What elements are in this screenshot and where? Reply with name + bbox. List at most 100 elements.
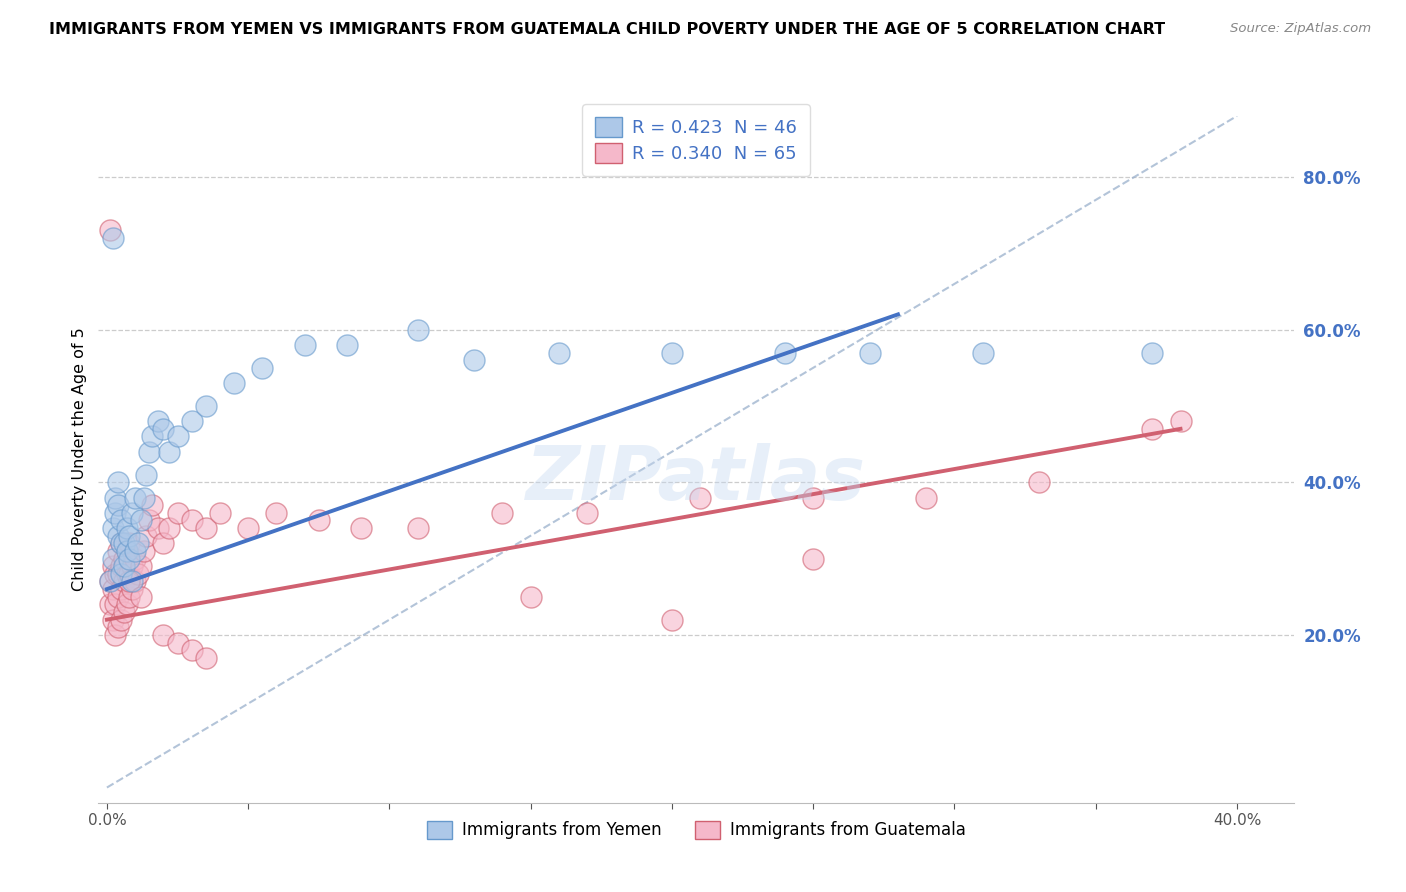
Point [491,506,513,520]
Point [98,574,121,589]
Point [463,353,485,368]
Point [118,566,141,581]
Point [101,521,124,535]
Point [124,544,146,558]
Point [194,521,217,535]
Point [110,582,132,596]
Point [129,559,152,574]
Point [406,323,429,337]
Point [118,551,141,566]
Point [166,429,188,443]
Point [129,513,152,527]
Point [115,544,138,558]
Point [104,506,127,520]
Point [121,582,143,596]
Point [107,529,129,543]
Point [519,590,541,604]
Point [115,521,138,535]
Point [110,536,132,550]
Point [104,628,127,642]
Point [98,574,121,589]
Point [915,491,938,505]
Point [129,590,152,604]
Point [166,506,188,520]
Y-axis label: Child Poverty Under the Age of 5: Child Poverty Under the Age of 5 [72,327,87,591]
Point [107,620,129,634]
Point [801,491,824,505]
Point [138,444,160,458]
Point [110,513,132,527]
Point [118,536,141,550]
Point [112,559,135,574]
Point [121,574,143,589]
Point [157,521,180,535]
Point [112,536,135,550]
Point [166,635,188,649]
Point [336,338,359,352]
Point [152,628,174,642]
Point [118,529,141,543]
Point [135,467,157,482]
Point [121,506,143,520]
Point [121,559,143,574]
Point [1028,475,1050,490]
Point [266,506,288,520]
Point [110,613,132,627]
Point [689,491,711,505]
Text: IMMIGRANTS FROM YEMEN VS IMMIGRANTS FROM GUATEMALA CHILD POVERTY UNDER THE AGE O: IMMIGRANTS FROM YEMEN VS IMMIGRANTS FROM… [49,22,1166,37]
Point [107,498,129,512]
Point [294,338,316,352]
Point [548,345,571,359]
Point [115,598,138,612]
Point [194,399,217,413]
Point [101,559,124,574]
Point [98,598,121,612]
Point [118,574,141,589]
Point [972,345,994,359]
Point [115,566,138,581]
Point [180,414,202,428]
Point [152,422,174,436]
Point [107,590,129,604]
Point [406,521,429,535]
Point [135,529,157,543]
Point [112,605,135,619]
Point [118,590,141,604]
Text: Source: ZipAtlas.com: Source: ZipAtlas.com [1230,22,1371,36]
Point [1170,414,1192,428]
Point [107,544,129,558]
Text: ZIPatlas: ZIPatlas [526,443,866,516]
Point [101,582,124,596]
Point [124,491,146,505]
Point [112,574,135,589]
Point [110,536,132,550]
Point [1142,345,1164,359]
Legend: Immigrants from Yemen, Immigrants from Guatemala: Immigrants from Yemen, Immigrants from G… [420,814,972,846]
Point [661,345,683,359]
Point [194,650,217,665]
Point [132,544,155,558]
Point [138,513,160,527]
Point [104,491,127,505]
Point [127,566,149,581]
Point [576,506,599,520]
Point [859,345,882,359]
Point [104,566,127,581]
Point [112,551,135,566]
Point [146,414,169,428]
Point [252,360,274,375]
Point [308,513,330,527]
Point [107,475,129,490]
Point [208,506,231,520]
Point [141,429,163,443]
Point [110,559,132,574]
Point [124,574,146,589]
Point [124,551,146,566]
Point [101,551,124,566]
Point [98,223,121,237]
Point [101,613,124,627]
Point [152,536,174,550]
Point [127,536,149,550]
Point [180,643,202,657]
Point [132,491,155,505]
